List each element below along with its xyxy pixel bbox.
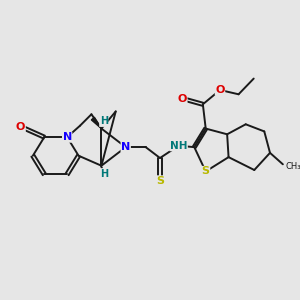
Text: O: O bbox=[215, 85, 225, 95]
Text: CH₃: CH₃ bbox=[285, 162, 300, 171]
Text: S: S bbox=[202, 167, 210, 176]
Text: O: O bbox=[16, 122, 25, 132]
Text: N: N bbox=[121, 142, 130, 152]
Text: S: S bbox=[156, 176, 164, 186]
Text: H: H bbox=[100, 116, 108, 126]
Polygon shape bbox=[91, 117, 101, 129]
Text: H: H bbox=[100, 169, 108, 179]
Text: O: O bbox=[178, 94, 187, 103]
Text: NH: NH bbox=[170, 141, 187, 151]
Text: N: N bbox=[62, 132, 72, 142]
